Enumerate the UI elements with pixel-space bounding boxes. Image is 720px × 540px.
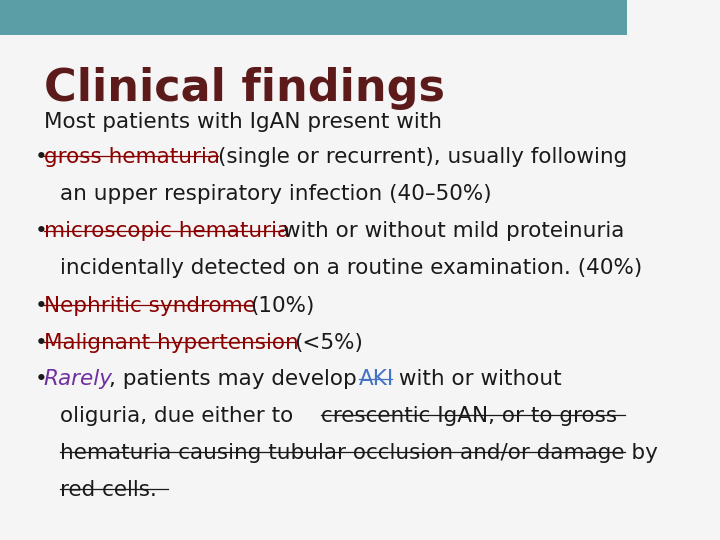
Text: oliguria, due either to: oliguria, due either to <box>60 406 300 426</box>
Text: •: • <box>35 369 48 389</box>
Text: AKI: AKI <box>359 369 395 389</box>
Text: with or without mild proteinuria: with or without mild proteinuria <box>283 221 624 241</box>
Text: crescentic IgAN, or to gross: crescentic IgAN, or to gross <box>320 406 617 426</box>
Text: gross hematuria: gross hematuria <box>44 147 227 167</box>
Text: •: • <box>35 221 48 241</box>
Text: incidentally detected on a routine examination. (40%): incidentally detected on a routine exami… <box>60 258 642 278</box>
Text: Most patients with IgAN present with: Most patients with IgAN present with <box>44 112 442 132</box>
Text: hematuria causing tubular occlusion and/or damage by: hematuria causing tubular occlusion and/… <box>60 443 657 463</box>
Text: , patients may develop: , patients may develop <box>109 369 364 389</box>
Text: (single or recurrent), usually following: (single or recurrent), usually following <box>218 147 627 167</box>
Text: Clinical findings: Clinical findings <box>44 68 445 111</box>
Text: an upper respiratory infection (40–50%): an upper respiratory infection (40–50%) <box>60 184 491 204</box>
Text: •: • <box>35 147 48 167</box>
Text: Nephritic syndrome: Nephritic syndrome <box>44 296 263 316</box>
Text: (<5%): (<5%) <box>294 333 363 353</box>
Text: •: • <box>35 296 48 316</box>
Text: (10%): (10%) <box>251 296 315 316</box>
Text: •: • <box>35 333 48 353</box>
Text: with or without: with or without <box>392 369 562 389</box>
Text: Malignant hypertension: Malignant hypertension <box>44 333 305 353</box>
Text: microscopic hematuria: microscopic hematuria <box>44 221 297 241</box>
Bar <box>0 0 627 35</box>
Text: red cells.: red cells. <box>60 480 156 500</box>
Text: Rarely: Rarely <box>44 369 113 389</box>
